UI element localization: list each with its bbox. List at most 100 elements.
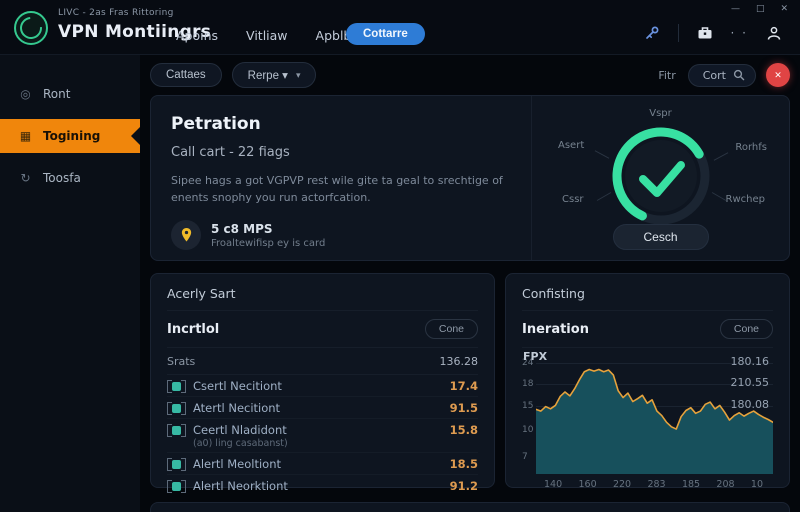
summary-row: Srats 136.28: [167, 348, 478, 375]
table-row[interactable]: Alertl Neorktiont 91.2: [167, 475, 478, 496]
app-body: ◎ Ront ▦ Togining ↻ Toosfa Cattaes Rerpe…: [0, 55, 800, 512]
next-card-partial: [150, 502, 790, 512]
row-value: 15.8: [450, 423, 478, 437]
x-tick-label: 160: [578, 479, 596, 490]
activity-card: Acerly Sart Incrtlol Cone Srats 136.28 C…: [150, 273, 495, 488]
y-tick-label: 18: [522, 379, 533, 389]
primary-cta-button[interactable]: Cottarre: [346, 23, 425, 45]
row-value: 91.5: [450, 401, 478, 415]
alert-button[interactable]: ✕: [766, 63, 790, 87]
activity-card-header: Acerly Sart: [167, 286, 478, 311]
row-label: Ceertl Nladidont: [193, 423, 287, 437]
nav-item-vitliaw[interactable]: Vitliaw: [246, 28, 287, 43]
gauge-panel: Vspr Asert Rorhfs Cssr Rwchep Ce: [531, 96, 789, 260]
status-card: Petration Call cart - 22 fiags Sipee hag…: [150, 95, 790, 261]
nav-item-apoins[interactable]: Apoins: [176, 28, 218, 43]
summary-label: Srats: [167, 355, 195, 368]
section-title: Ineration: [522, 322, 589, 337]
chart-section-row: Ineration Cone: [522, 311, 773, 348]
sidebar-item-togining[interactable]: ▦ Togining: [0, 119, 140, 153]
row-label: Csertl Necitiont: [193, 379, 282, 393]
titlebar: — □ ✕ LIVC - 2as Fras Rittoring VPN Mont…: [0, 0, 800, 55]
close-icon: ✕: [774, 70, 782, 80]
user-icon[interactable]: [766, 26, 782, 41]
titlebar-actions: · ·: [644, 24, 782, 42]
row-value: 18.5: [450, 457, 478, 471]
app-window: — □ ✕ LIVC - 2as Fras Rittoring VPN Mont…: [0, 0, 800, 512]
row-sublabel: (a0) ling casabanst): [193, 438, 288, 449]
gauge-label-right: Rorhfs: [735, 142, 767, 153]
gauge-connector: [714, 152, 729, 160]
key-icon[interactable]: [644, 25, 660, 41]
chart-canvas: [536, 356, 773, 474]
card-title: Petration: [171, 114, 511, 134]
row-label: Alertl Meoltiont: [193, 457, 281, 471]
sidebar-item-label: Togining: [43, 129, 100, 143]
gauge-label-left: Asert: [558, 140, 584, 151]
chart-overlay-value: 180.08: [731, 398, 770, 411]
filter-label: Fitr: [658, 69, 675, 82]
activity-section-row: Incrtlol Cone: [167, 311, 478, 348]
summary-value: 136.28: [440, 355, 479, 368]
x-tick-label: 140: [544, 479, 562, 490]
chart-card-header: Confisting: [522, 286, 773, 311]
sidebar-item-label: Toosfa: [43, 171, 81, 185]
range-dropdown[interactable]: Rerpe ▾ ▾: [232, 62, 317, 88]
app-logo-icon: [14, 11, 48, 45]
more-options-icon[interactable]: · ·: [731, 26, 748, 40]
y-tick-label: 15: [522, 401, 533, 411]
cards-row: Acerly Sart Incrtlol Cone Srats 136.28 C…: [150, 273, 790, 488]
section-title: Incrtlol: [167, 322, 219, 337]
sidebar-item-ront[interactable]: ◎ Ront: [0, 77, 140, 111]
row-value: 91.2: [450, 479, 478, 493]
gauge-label-top: Vspr: [649, 108, 672, 119]
table-row[interactable]: Csertl Necitiont 17.4: [167, 375, 478, 397]
gauge-connector: [712, 192, 726, 201]
grid-icon: ▦: [18, 129, 33, 143]
row-value: 17.4: [450, 379, 478, 393]
search-input[interactable]: Cort: [688, 64, 756, 87]
pin-icon: [171, 220, 201, 250]
table-row[interactable]: Alertl Meoltiont 18.5: [167, 453, 478, 475]
search-icon: [733, 69, 745, 81]
area-chart: FPX 241815107 180.16210.55180.08: [522, 356, 773, 474]
close-button[interactable]: ✕: [780, 4, 788, 14]
chevron-down-icon: ▾: [296, 70, 301, 81]
bracket-square-icon: [167, 480, 186, 493]
content-toolbar: Cattaes Rerpe ▾ ▾ Fitr Cort ✕: [150, 55, 790, 95]
refresh-icon: ↻: [18, 171, 33, 185]
table-row[interactable]: Ceertl Nladidont (a0) ling casabanst) 15…: [167, 419, 478, 453]
circle-icon: ◎: [18, 87, 33, 101]
cone-button[interactable]: Cone: [425, 319, 478, 339]
minimize-button[interactable]: —: [731, 4, 740, 14]
metric-caption: Froaltewifisp ey is card: [211, 238, 325, 249]
filter-pill-button[interactable]: Cattaes: [150, 63, 222, 87]
gauge-label-bottom-left: Cssr: [562, 194, 584, 205]
app-tagline: LIVC - 2as Fras Rittoring: [58, 8, 174, 18]
gauge-label-bottom-right: Rwchep: [726, 194, 765, 205]
row-label: Alertl Neorktiont: [193, 479, 288, 493]
bracket-square-icon: [167, 424, 186, 437]
bracket-square-icon: [167, 402, 186, 415]
maximize-button[interactable]: □: [756, 4, 765, 14]
metric-value: 5 c8 MPS: [211, 222, 325, 236]
range-dropdown-label: Rerpe ▾: [248, 68, 288, 82]
sidebar: ◎ Ront ▦ Togining ↻ Toosfa: [0, 55, 140, 512]
x-tick-label: 185: [682, 479, 700, 490]
y-tick-label: 7: [522, 452, 528, 462]
table-row[interactable]: Atertl Necitiont 91.5: [167, 397, 478, 419]
cone-button[interactable]: Cone: [720, 319, 773, 339]
chart-overlay-value: 180.16: [731, 355, 770, 368]
card-subtitle: Call cart - 22 fiags: [171, 145, 511, 160]
y-axis-label: FPX: [523, 350, 547, 363]
check-button[interactable]: Cesch: [613, 224, 709, 250]
sidebar-item-toosfa[interactable]: ↻ Toosfa: [0, 161, 140, 195]
x-tick-label: 10: [751, 479, 763, 490]
metric-row: 5 c8 MPS Froaltewifisp ey is card: [171, 220, 511, 250]
x-tick-label: 220: [613, 479, 631, 490]
chart-xticks: 14016022028318520810: [522, 474, 773, 490]
row-label: Atertl Necitiont: [193, 401, 280, 415]
toolbar-divider: [678, 24, 679, 42]
briefcase-icon[interactable]: [697, 26, 713, 40]
bracket-square-icon: [167, 380, 186, 393]
